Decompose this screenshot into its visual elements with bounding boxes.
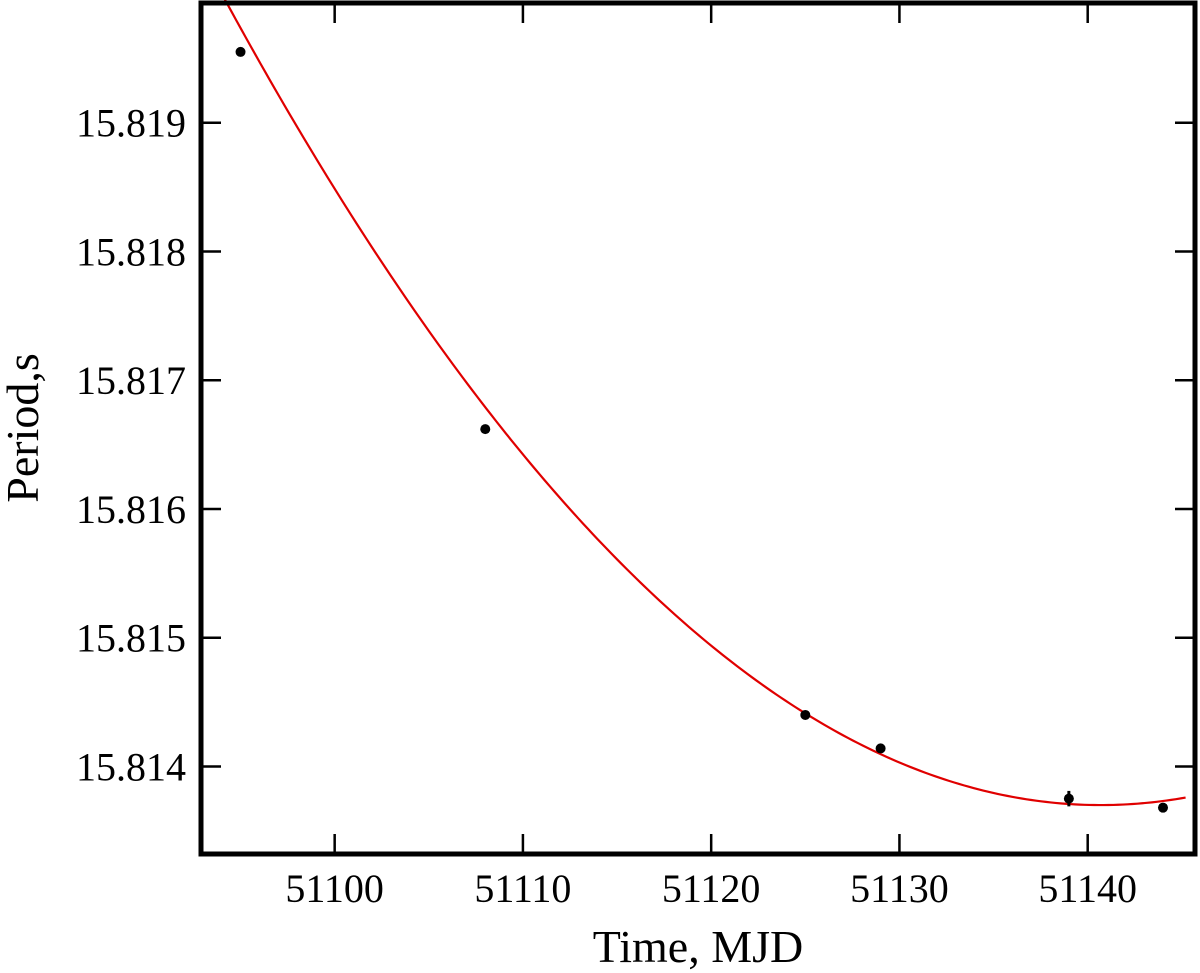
x-tick-label: 51130 — [850, 866, 949, 911]
x-tick-label: 51110 — [474, 866, 571, 911]
fit-curve-layer — [223, 0, 1186, 807]
y-tick-label: 15.817 — [76, 358, 186, 403]
data-points — [235, 46, 1168, 813]
data-point — [1063, 793, 1074, 804]
tick-labels: 51100 51110 51120 51130 51140 15.814 15.815 15.… — [76, 101, 1137, 911]
data-point — [875, 743, 886, 754]
axis-ticks — [201, 3, 1195, 854]
fit-curve — [223, 0, 1186, 807]
y-tick-label: 15.818 — [76, 229, 186, 274]
data-point — [235, 46, 246, 57]
x-tick-label: 51120 — [662, 866, 761, 911]
y-tick-label: 15.814 — [76, 744, 186, 789]
x-tick-label: 51100 — [285, 866, 384, 911]
data-point — [1157, 802, 1168, 813]
y-tick-label: 15.819 — [76, 101, 186, 146]
y-axis-label: Period,s — [0, 353, 48, 503]
data-point — [800, 709, 811, 720]
x-tick-label: 51140 — [1038, 866, 1137, 911]
y-tick-label: 15.815 — [76, 616, 186, 661]
x-axis-label: Time, MJD — [593, 921, 803, 972]
plot-frame — [198, 0, 1198, 857]
data-point — [480, 424, 491, 435]
y-tick-label: 15.816 — [76, 487, 186, 532]
